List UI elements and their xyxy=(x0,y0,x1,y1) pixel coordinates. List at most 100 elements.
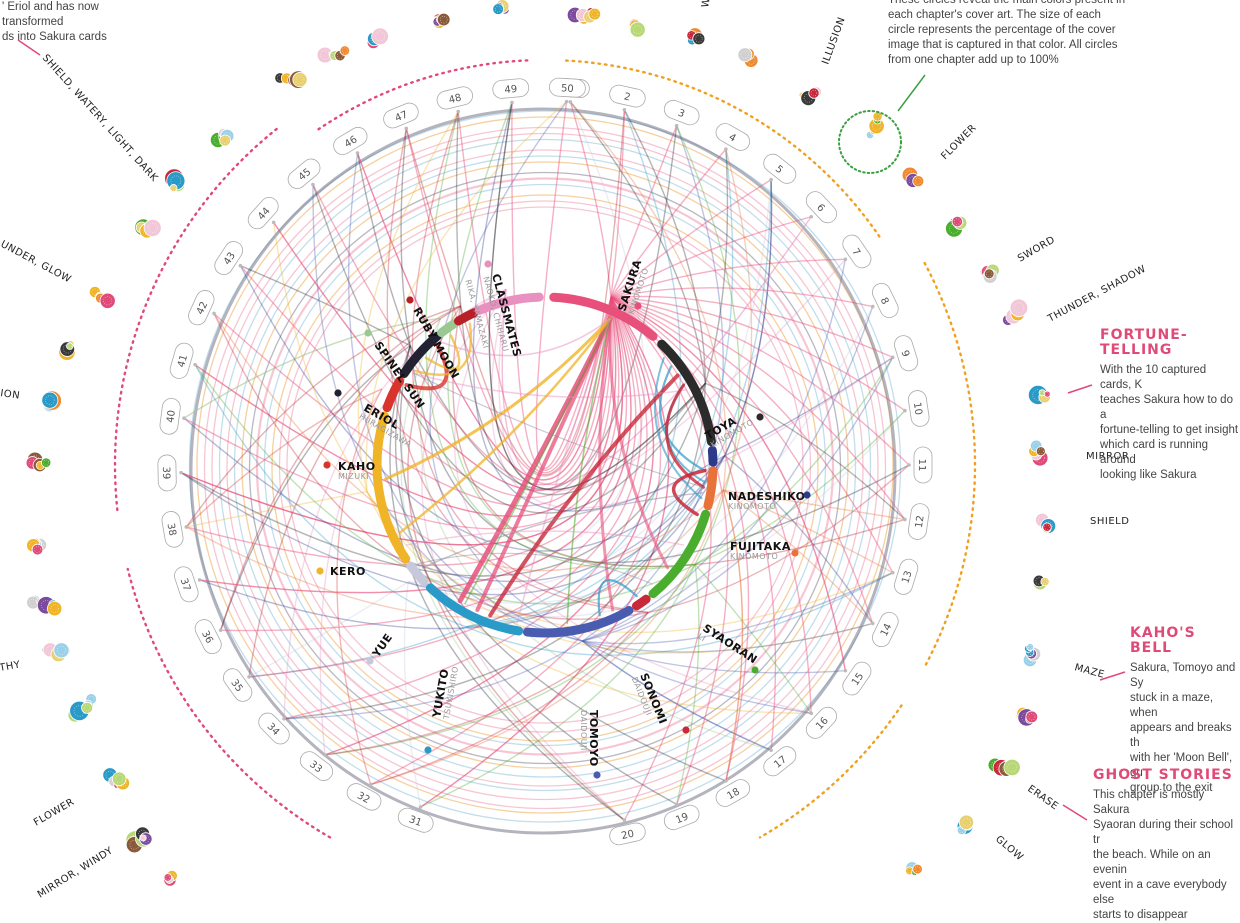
chapter-anchor-dot xyxy=(218,628,223,633)
legend-line: These circles reveal the main colors pre… xyxy=(888,0,1126,6)
chapter-character-link xyxy=(420,564,696,808)
chapter-number: 39 xyxy=(160,466,171,479)
chapter-character-link xyxy=(220,345,411,631)
character-name: KAHO xyxy=(338,460,376,473)
chapter-pill xyxy=(763,746,797,777)
chapter-labels: 1234567891011121314151617181920313233343… xyxy=(157,77,933,846)
chapter-character-link xyxy=(324,297,655,756)
color-swatch-texture xyxy=(1042,579,1048,585)
chapter-character-link xyxy=(356,152,612,481)
chapter-label: 37 xyxy=(174,566,199,603)
chapter-character-link xyxy=(581,640,772,751)
chapter-pill xyxy=(894,558,919,595)
chapter-character-link xyxy=(447,102,696,568)
chapter-anchor-dot xyxy=(724,147,728,151)
chapter-character-link xyxy=(466,179,772,628)
chapter-pill xyxy=(908,503,930,540)
chapter-character-link xyxy=(324,563,696,756)
color-swatch-texture xyxy=(56,645,66,655)
chapter-anchor-dot xyxy=(355,151,360,155)
character-name: NADESHIKO xyxy=(728,490,805,503)
chapter-anchor-dot xyxy=(809,214,814,219)
chapter-loop-ring xyxy=(188,110,902,823)
color-swatch-texture xyxy=(954,218,961,225)
color-swatch xyxy=(492,3,505,15)
chapter-character-link xyxy=(272,222,368,493)
color-swatch xyxy=(219,134,232,147)
color-swatch-texture xyxy=(1032,442,1040,450)
character-node-dot xyxy=(756,413,764,421)
chapter-character-link xyxy=(389,345,625,821)
relationship-link xyxy=(405,530,685,546)
color-legend-note: These circles reveal the main colors pre… xyxy=(888,0,1138,68)
chapter-anchor-dot xyxy=(182,416,186,420)
character-arc-eriol xyxy=(399,331,442,379)
character-node-dot xyxy=(634,302,642,310)
chapter-number: 36 xyxy=(199,629,215,645)
color-swatch xyxy=(53,642,70,659)
chapter-character-link xyxy=(400,318,625,821)
chapter-anchor-dot xyxy=(890,355,895,360)
character-arc-yukito xyxy=(425,583,524,636)
chapter-anchor-dot xyxy=(238,263,243,268)
character-subtitle: KINOMOTO xyxy=(728,502,776,511)
chapter-pill xyxy=(287,158,321,189)
chapter-pill xyxy=(223,668,253,702)
chapter-character-link xyxy=(312,184,706,514)
annotation-line: event in a cave everybody else xyxy=(1093,879,1227,906)
annotation-line: with her 'Moon Bell', gu xyxy=(1130,752,1233,779)
chapter-loop-ring xyxy=(226,149,864,787)
relationship-link xyxy=(464,318,611,605)
chapter-label: 50 xyxy=(549,77,586,98)
character-node-dot xyxy=(364,329,372,337)
chapter-number: 3 xyxy=(676,108,686,121)
character-arc-yue xyxy=(406,561,429,587)
color-swatch-texture xyxy=(1028,650,1035,657)
color-swatch xyxy=(912,175,925,188)
chapter-anchor-dot xyxy=(903,408,907,413)
chapter-number: 47 xyxy=(394,109,410,124)
character-arc-spinel xyxy=(437,319,459,338)
chapter-pill xyxy=(174,566,199,603)
chapter-label: 44 xyxy=(247,196,279,230)
chapter-pill xyxy=(157,454,177,492)
chapter-pill xyxy=(715,779,751,807)
card-name-label: FLOWER xyxy=(32,797,76,829)
chapter-anchor-dot xyxy=(510,100,514,105)
relationship-link xyxy=(384,317,612,481)
chapter-anchor-dot xyxy=(769,177,773,182)
chapter-pill xyxy=(397,807,434,833)
chapter-character-link xyxy=(411,111,649,614)
color-swatch xyxy=(958,814,975,830)
color-swatch xyxy=(339,45,351,56)
chapter-number: 13 xyxy=(900,570,914,585)
chapter-label: 14 xyxy=(872,612,899,648)
chapter-character-link xyxy=(610,109,626,298)
annotation-ghost-stories: GHOST STORIES This chapter is mostly Sak… xyxy=(1093,768,1240,923)
chapter-number: 42 xyxy=(195,300,210,316)
chapter-group-ring-orange xyxy=(758,704,903,839)
color-swatch xyxy=(81,701,94,714)
color-swatch xyxy=(40,457,52,468)
chapter-label: 32 xyxy=(346,783,382,811)
color-swatch xyxy=(737,47,753,63)
chapter-character-link xyxy=(675,125,741,565)
color-swatch-texture xyxy=(165,875,171,880)
chapter-character-link xyxy=(582,640,846,674)
chapter-character-link xyxy=(610,296,812,714)
chapter-character-link xyxy=(623,109,707,384)
color-swatch-texture xyxy=(83,704,91,712)
relationship-link xyxy=(608,317,670,570)
color-swatch-texture xyxy=(375,31,386,42)
chapter-label: 39 xyxy=(157,454,177,492)
chapter-character-link xyxy=(183,297,620,530)
chapter-loop-ring xyxy=(233,155,857,778)
color-swatch-texture xyxy=(223,132,232,140)
character-arc-sakura xyxy=(549,292,658,341)
chapter-label: 48 xyxy=(436,86,473,110)
chapter-character-link xyxy=(466,149,734,628)
color-swatch-texture xyxy=(1035,453,1045,463)
chapter-character-link xyxy=(194,364,467,628)
chapter-pill xyxy=(894,335,919,372)
chapter-character-link xyxy=(183,417,726,583)
